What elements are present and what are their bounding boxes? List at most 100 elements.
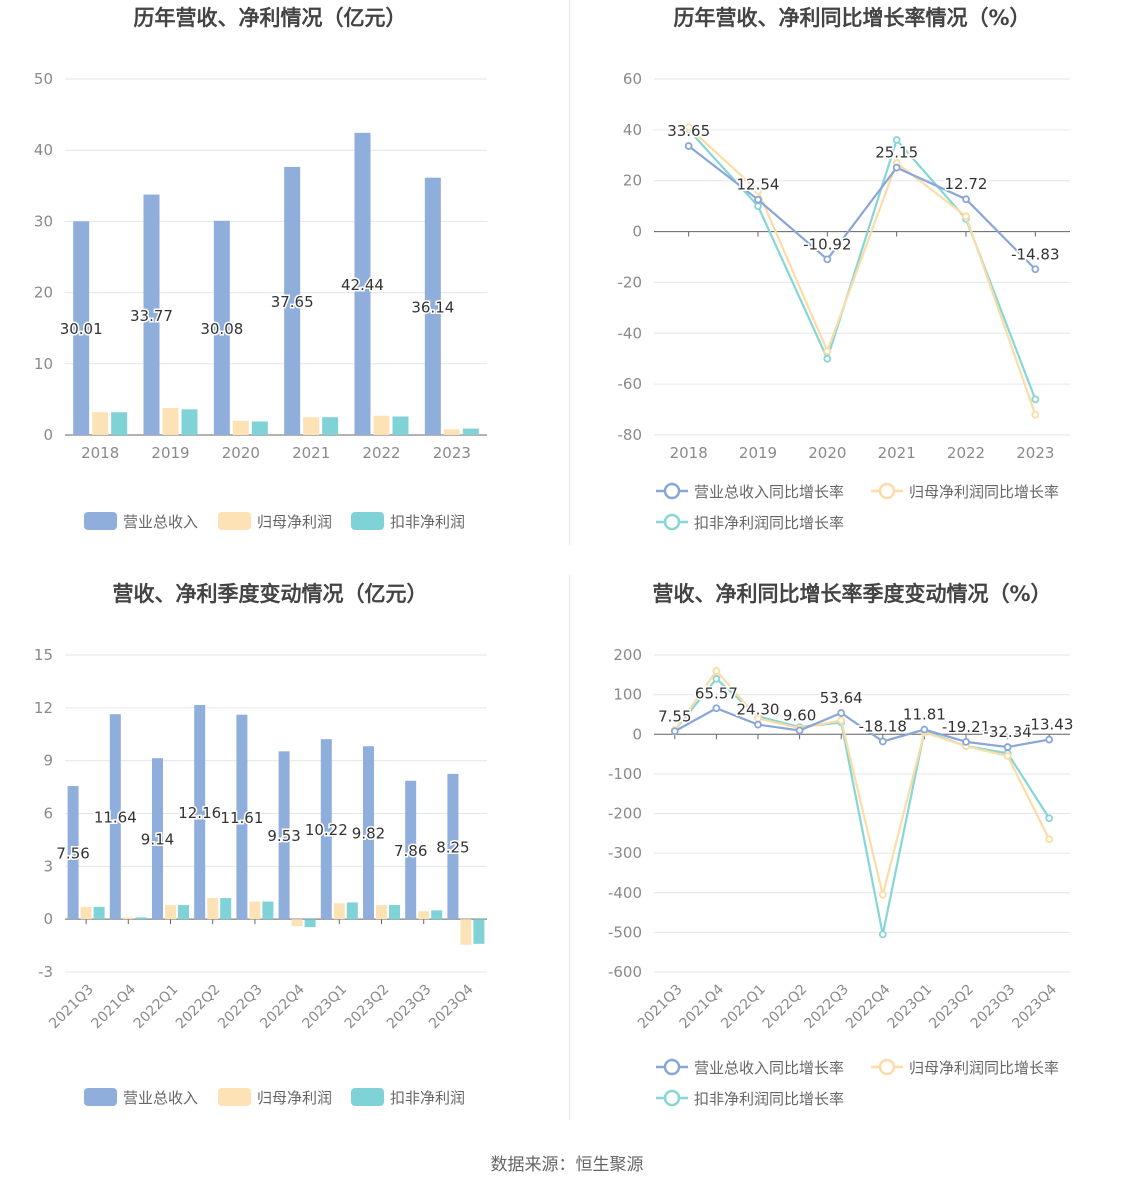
data-label: -32.34 bbox=[983, 723, 1031, 741]
data-point bbox=[795, 726, 804, 735]
bar-netprofit bbox=[165, 905, 176, 920]
annual-line-svg: 历年营收、净利同比增长率情况（%） -80 -60 -40 -20 0 20 40 60 2018… bbox=[618, 6, 1070, 532]
chart-title: 营收、净利同比增长率季度变动情况（%） bbox=[652, 582, 1051, 606]
bar-netprofit bbox=[373, 415, 390, 435]
y-tick-label: 20 bbox=[34, 284, 53, 302]
legend-label: 归母净利润 bbox=[257, 1089, 332, 1107]
data-point bbox=[754, 720, 762, 729]
data-source-note: 数据来源：恒生聚源 bbox=[490, 1155, 644, 1175]
data-point bbox=[823, 354, 832, 363]
y-tick-label: -40 bbox=[618, 324, 643, 342]
bar-revenue bbox=[447, 773, 459, 920]
bar-deducted bbox=[93, 906, 105, 920]
y-tick-label: 12 bbox=[34, 699, 53, 717]
y-tick-label: -200 bbox=[608, 805, 642, 823]
data-label: 9.53 bbox=[267, 827, 300, 845]
data-point bbox=[1045, 814, 1054, 823]
data-point bbox=[892, 136, 901, 144]
x-tick-label: 2023Q4 bbox=[426, 981, 477, 1032]
x-tick-label: 2023 bbox=[1016, 444, 1054, 462]
bar-netprofit bbox=[232, 420, 249, 435]
y-tick-label: 0 bbox=[43, 910, 53, 928]
x-tick-label: 2021 bbox=[292, 444, 330, 462]
data-point bbox=[1045, 735, 1054, 744]
data-point bbox=[878, 890, 887, 899]
data-label: 30.01 bbox=[60, 320, 103, 338]
bar-revenue bbox=[194, 705, 206, 920]
data-label: 12.16 bbox=[178, 804, 221, 822]
data-label: 11.61 bbox=[220, 809, 263, 827]
legend-swatch bbox=[84, 512, 117, 530]
data-point bbox=[712, 704, 721, 713]
x-tick-label: 2022Q3 bbox=[801, 982, 852, 1033]
bar-revenue bbox=[152, 758, 163, 920]
series-line-deducted bbox=[673, 677, 1051, 935]
data-label: 33.65 bbox=[667, 122, 710, 140]
y-tick-label: -300 bbox=[608, 844, 642, 862]
data-point bbox=[823, 255, 832, 264]
bar-deducted bbox=[178, 905, 189, 920]
bar-deducted bbox=[473, 919, 485, 944]
y-tick-label: 0 bbox=[43, 426, 53, 444]
bar-netprofit bbox=[443, 429, 460, 435]
bar-revenue bbox=[354, 132, 371, 435]
x-tick-label: 2023Q2 bbox=[342, 982, 393, 1033]
y-tick-label: 9 bbox=[43, 752, 53, 770]
y-tick-label: 60 bbox=[623, 70, 642, 88]
data-point bbox=[1003, 752, 1012, 760]
vertical-divider-bottom bbox=[569, 575, 570, 1120]
y-tick-label: 100 bbox=[613, 686, 642, 704]
data-point bbox=[712, 674, 721, 683]
y-tick-label: -100 bbox=[608, 765, 642, 783]
y-tick-label: 0 bbox=[632, 223, 642, 241]
data-label: 12.54 bbox=[737, 176, 780, 194]
bar-revenue bbox=[320, 739, 332, 920]
annual-growth-chart: 历年营收、净利同比增长率情况（%） -80 -60 -40 -20 0 20 40 60 2018… bbox=[571, 0, 1134, 545]
y-tick-label: 20 bbox=[623, 172, 642, 190]
bar-deducted bbox=[262, 901, 274, 920]
bar-deducted bbox=[251, 421, 268, 435]
x-tick-label: 2021Q4 bbox=[89, 981, 140, 1032]
y-tick-label: 200 bbox=[613, 646, 642, 664]
y-tick-label: -80 bbox=[618, 426, 643, 444]
data-label: -10.92 bbox=[803, 235, 851, 253]
data-point bbox=[1031, 265, 1040, 274]
data-point bbox=[670, 727, 679, 736]
chart-title: 营收、净利季度变动情况（亿元） bbox=[113, 582, 428, 606]
legend-label: 归母净利润同比增长率 bbox=[909, 1059, 1059, 1077]
series-line-revenue bbox=[687, 145, 1037, 271]
x-tick-label: 2023 bbox=[433, 444, 471, 462]
bar-deducted bbox=[346, 902, 358, 920]
data-point bbox=[1045, 835, 1054, 844]
vertical-divider-top bbox=[569, 0, 570, 545]
data-point bbox=[962, 737, 970, 746]
x-tick-label: 2022Q1 bbox=[718, 982, 769, 1033]
data-label: -19.21 bbox=[942, 718, 990, 736]
bar-netprofit bbox=[418, 911, 430, 920]
bar-revenue bbox=[284, 166, 301, 435]
x-tick-label: 2022 bbox=[947, 444, 985, 462]
data-point bbox=[1031, 395, 1040, 404]
y-tick-label: -60 bbox=[618, 375, 643, 393]
legend-swatch bbox=[218, 512, 251, 530]
data-label: 9.14 bbox=[141, 831, 174, 849]
bar-deducted bbox=[392, 416, 409, 435]
data-label: 30.08 bbox=[200, 320, 243, 338]
data-point bbox=[837, 716, 846, 725]
series-line-revenue bbox=[674, 707, 1050, 749]
y-tick-label: -500 bbox=[608, 923, 642, 941]
y-tick-label: -600 bbox=[608, 963, 642, 981]
data-label: 25.15 bbox=[875, 144, 918, 162]
data-label: 8.25 bbox=[436, 839, 469, 857]
legend-marker bbox=[663, 1089, 681, 1107]
x-tick-label: 2022Q4 bbox=[257, 981, 308, 1032]
x-tick-label: 2022Q4 bbox=[843, 981, 894, 1032]
y-tick-label: 30 bbox=[34, 212, 53, 230]
data-label: -13.43 bbox=[1025, 716, 1073, 734]
legend-label: 扣非净利润 bbox=[390, 1089, 465, 1107]
bar-deducted bbox=[135, 917, 147, 920]
x-tick-label: 2022Q3 bbox=[215, 982, 266, 1033]
bar-deducted bbox=[304, 919, 316, 928]
x-tick-label: 2018 bbox=[81, 444, 119, 462]
data-label: 7.56 bbox=[56, 845, 89, 863]
